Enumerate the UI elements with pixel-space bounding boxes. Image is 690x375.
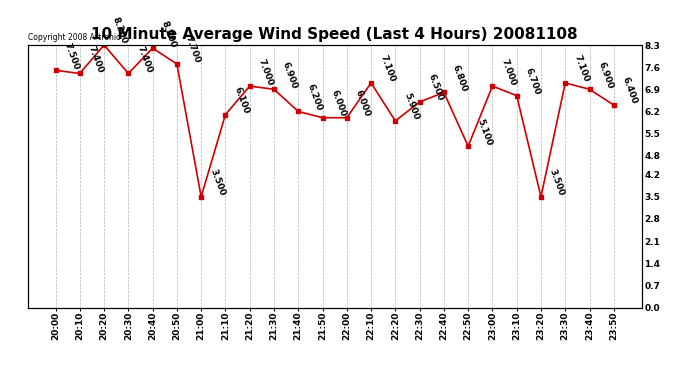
Text: 5.100: 5.100: [475, 117, 493, 147]
Text: 7.500: 7.500: [63, 41, 81, 71]
Text: 8.300: 8.300: [111, 16, 129, 46]
Text: 6.000: 6.000: [329, 89, 348, 118]
Text: Copyright 2008 Artronic: Copyright 2008 Artronic: [28, 33, 120, 42]
Text: 7.700: 7.700: [184, 35, 202, 64]
Text: 6.000: 6.000: [354, 89, 372, 118]
Text: 5.900: 5.900: [402, 92, 420, 122]
Text: 7.100: 7.100: [572, 54, 591, 84]
Text: 6.500: 6.500: [426, 73, 444, 102]
Text: 7.000: 7.000: [257, 57, 275, 87]
Title: 10 Minute Average Wind Speed (Last 4 Hours) 20081108: 10 Minute Average Wind Speed (Last 4 Hou…: [91, 27, 578, 42]
Text: 7.100: 7.100: [378, 54, 396, 84]
Text: 8.200: 8.200: [159, 19, 177, 49]
Text: 3.500: 3.500: [548, 168, 566, 197]
Text: 6.400: 6.400: [621, 76, 639, 106]
Text: 7.000: 7.000: [500, 57, 518, 87]
Text: 6.900: 6.900: [281, 60, 299, 90]
Text: 6.800: 6.800: [451, 63, 469, 93]
Text: 6.700: 6.700: [524, 67, 542, 96]
Text: 6.100: 6.100: [233, 86, 250, 115]
Text: 3.500: 3.500: [208, 168, 226, 197]
Text: 6.200: 6.200: [305, 82, 323, 112]
Text: 7.400: 7.400: [135, 44, 153, 74]
Text: 6.900: 6.900: [596, 60, 615, 90]
Text: 7.400: 7.400: [87, 44, 105, 74]
